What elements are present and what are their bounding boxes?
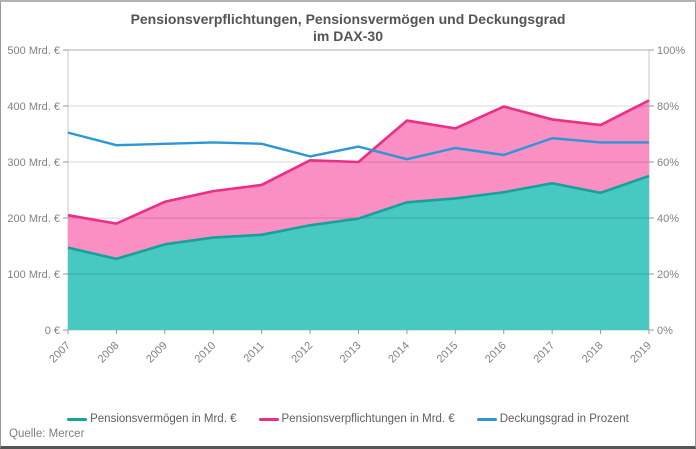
x-axis-year-label: 2010 <box>193 340 219 366</box>
x-axis-year-label: 2012 <box>289 340 315 366</box>
right-axis-tick-label: 20% <box>657 269 679 281</box>
right-axis-tick-label: 80% <box>657 101 679 113</box>
x-axis-year-label: 2014 <box>386 340 412 366</box>
legend-label: Pensionsvermögen in Mrd. € <box>90 413 237 425</box>
x-axis-year-label: 2009 <box>144 340 170 366</box>
left-axis-tick-label: 100 Mrd. € <box>7 269 60 281</box>
left-axis-tick-label: 500 Mrd. € <box>7 45 60 57</box>
right-axis-tick-label: 40% <box>657 213 679 225</box>
x-axis-year-label: 2017 <box>531 340 557 366</box>
x-axis-year-label: 2015 <box>435 340 461 366</box>
line-pensionsvermoegen <box>67 174 650 261</box>
source-note: Quelle: Mercer <box>9 428 85 440</box>
right-axis-tick-label: 60% <box>657 157 679 169</box>
left-axis-tick-label: 0 € <box>45 325 60 337</box>
legend-item-deckungsgrad: Deckungsgrad in Prozent <box>476 413 629 425</box>
area-pensionsvermoegen <box>68 176 649 330</box>
right-axis-tick-label: 100% <box>657 45 685 57</box>
left-axis-tick-label: 200 Mrd. € <box>7 213 60 225</box>
x-axis-year-label: 2011 <box>242 340 267 365</box>
x-axis-year-label: 2016 <box>483 340 509 366</box>
line-deckungsgrad <box>67 131 649 161</box>
chart-title-line2: im DAX-30 <box>312 27 384 44</box>
x-axis-year-label: 2018 <box>580 340 606 366</box>
left-axis-tick-label: 300 Mrd. € <box>7 157 60 169</box>
right-axis-tick-label: 0% <box>657 325 673 337</box>
line-pensionsverpflichtungen <box>67 99 650 225</box>
teal-line-marker-icon <box>67 417 88 421</box>
legend: Pensionsvermögen in Mrd. € Pensionsverpf… <box>1 409 695 429</box>
pink-line-marker-icon <box>258 417 279 421</box>
x-axis-year-label: 2008 <box>96 340 122 366</box>
x-axis-year-label: 2007 <box>47 340 73 366</box>
legend-label: Pensionsverpflichtungen in Mrd. € <box>281 413 455 425</box>
legend-label: Deckungsgrad in Prozent <box>499 413 629 425</box>
left-axis-tick-label: 400 Mrd. € <box>7 101 60 113</box>
legend-item-pensionsvermoegen: Pensionsvermögen in Mrd. € <box>67 413 237 425</box>
chart-title: Pensionsverpflichtungen, Pensionsvermöge… <box>1 11 695 45</box>
x-axis-year-label: 2013 <box>338 340 364 366</box>
plot-area: 0 € 100 Mrd. € 200 Mrd. € 300 Mrd. € 400 Mrd… <box>7 45 685 366</box>
x-axis-year-label: 2019 <box>628 340 654 366</box>
legend-item-pensionsverpflichtungen: Pensionsverpflichtungen in Mrd. € <box>258 413 455 425</box>
blue-line-marker-icon <box>476 417 497 421</box>
chart-title-line1: Pensionsverpflichtungen, Pensionsvermöge… <box>130 11 566 27</box>
